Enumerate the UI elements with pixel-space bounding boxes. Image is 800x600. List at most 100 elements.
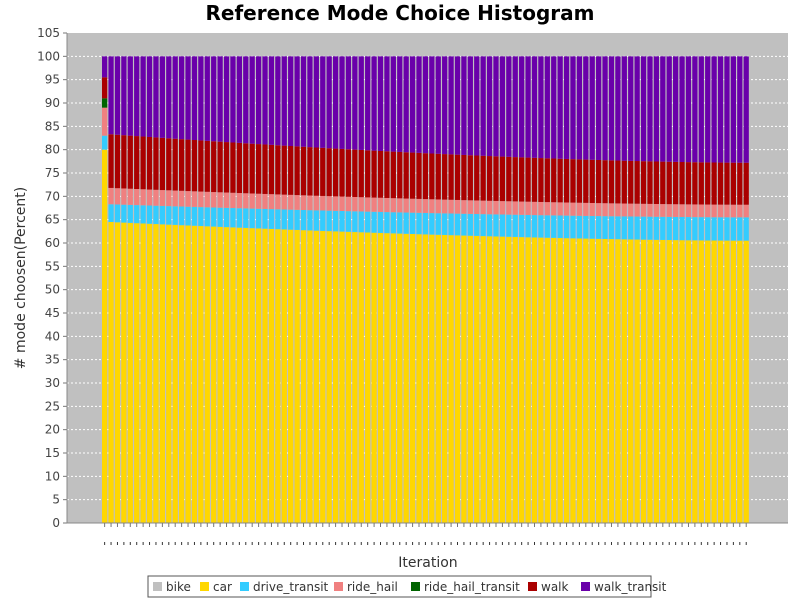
bar-segment-walk xyxy=(474,155,480,201)
bar-segment-ride_hail xyxy=(204,191,210,208)
bar-segment-car xyxy=(409,234,416,523)
bar-segment-car xyxy=(134,223,140,523)
legend-item-car: car xyxy=(200,580,232,594)
bar-segment-walk xyxy=(673,161,679,205)
bar-segment-car xyxy=(429,234,435,524)
bar-segment-drive_transit xyxy=(255,208,262,229)
bar-segment-walk_transit xyxy=(281,56,287,146)
bar-segment-walk_transit xyxy=(692,56,698,163)
bar-segment-car xyxy=(685,240,692,523)
bar-segment-car xyxy=(313,230,319,524)
bar-segment-walk xyxy=(339,148,345,197)
legend-label: bike xyxy=(166,580,191,594)
bar-segment-ride_hail xyxy=(409,198,416,213)
bar-segment-drive_transit xyxy=(730,217,737,241)
bar-segment-ride_hail xyxy=(390,198,396,213)
bar-segment-ride_hail xyxy=(519,201,525,215)
bar-segment-drive_transit xyxy=(121,204,127,223)
bar-segment-drive_transit xyxy=(403,212,409,234)
bar-segment-ride_hail xyxy=(384,197,390,213)
bar-segment-car xyxy=(615,239,621,523)
bar-segment-ride_hail xyxy=(121,188,127,205)
legend-item-drive_transit: drive_transit xyxy=(240,580,329,594)
bar-segment-ride_hail xyxy=(480,200,486,215)
bar-segment-car xyxy=(191,225,198,523)
bar-segment-ride_hail xyxy=(217,192,223,208)
bar-segment-drive_transit xyxy=(596,216,602,239)
bar-segment-ride_hail xyxy=(583,202,589,216)
bar-segment-drive_transit xyxy=(249,208,255,229)
y-axis: 0 5 10 15 20 25 30 35 40 45 50 55 60 65 70 75 80 85 90 95 10… xyxy=(37,26,68,530)
y-tick-label: 50 xyxy=(45,283,60,297)
bar-segment-car xyxy=(448,235,454,523)
bar-segment-car xyxy=(166,224,172,523)
legend-label: ride_hail_transit xyxy=(424,580,520,594)
bar-segment-walk xyxy=(288,146,294,195)
bar-segment-ride_hail xyxy=(249,193,255,209)
bar-segment-car xyxy=(121,222,127,523)
bar-segment-walk xyxy=(589,159,595,203)
bar-segment-ride_hail xyxy=(185,191,191,207)
bar-segment-walk_transit xyxy=(153,56,159,138)
bar-segment-drive_transit xyxy=(281,209,287,230)
bar-segment-walk xyxy=(705,162,711,205)
bar-segment-car xyxy=(236,227,242,523)
bar-segment-walk_transit xyxy=(121,56,127,136)
bar-segment-walk xyxy=(166,138,172,191)
bar-segment-drive_transit xyxy=(506,214,512,237)
legend-label: car xyxy=(213,580,232,594)
bar-segment-walk_transit xyxy=(255,56,262,145)
bar-segment-walk xyxy=(724,162,730,205)
y-tick-label: 90 xyxy=(45,96,60,110)
bar-segment-walk_transit xyxy=(326,56,332,149)
bar-segment-walk xyxy=(307,147,313,196)
bar-segment-drive_transit xyxy=(557,215,563,239)
legend-item-ride_hail: ride_hail xyxy=(334,580,398,594)
bar-segment-walk_transit xyxy=(102,56,108,78)
bar-segment-ride_hail xyxy=(178,190,185,207)
bar-segment-walk xyxy=(583,159,589,203)
bar-segment-ride_hail xyxy=(243,193,249,209)
bar-segment-car xyxy=(621,239,627,523)
bar-segment-car xyxy=(332,231,339,523)
y-tick-label: 75 xyxy=(45,166,60,180)
bar-segment-walk_transit xyxy=(358,56,364,150)
bar-segment-car xyxy=(159,224,165,523)
bar-segment-ride_hail xyxy=(730,204,737,218)
bar-segment-walk xyxy=(538,158,544,202)
bar-segment-ride_hail xyxy=(172,190,178,207)
legend-swatch xyxy=(334,582,343,591)
bar-segment-walk xyxy=(262,144,268,194)
bar-segment-walk xyxy=(454,154,461,200)
bar-segment-car xyxy=(737,240,743,523)
bar-segment-walk xyxy=(320,147,326,196)
bar-segment-walk xyxy=(422,153,429,200)
bar-segment-walk xyxy=(236,142,242,194)
bar-segment-drive_transit xyxy=(583,215,589,239)
bar-segment-car xyxy=(563,238,570,523)
bar-segment-car xyxy=(390,233,396,523)
bar-segment-car xyxy=(358,232,364,524)
bar-segment-walk_transit xyxy=(705,56,711,163)
bar-segment-drive_transit xyxy=(114,204,121,223)
y-tick-label: 100 xyxy=(37,49,60,63)
bar-segment-walk xyxy=(255,144,262,194)
bar-segment-walk xyxy=(146,136,153,190)
legend-box xyxy=(147,575,652,598)
bar-segment-drive_transit xyxy=(698,217,704,241)
bar-segment-walk_transit xyxy=(211,56,217,142)
bar-segment-car xyxy=(525,237,531,524)
bar-segment-drive_transit xyxy=(185,206,191,226)
bar-segment-walk xyxy=(621,160,627,204)
bar-segment-walk_transit xyxy=(512,56,518,158)
bar-segment-car xyxy=(127,222,133,523)
bar-segment-walk_transit xyxy=(345,56,352,150)
bar-segment-drive_transit xyxy=(442,213,448,235)
bar-segment-car xyxy=(185,225,191,524)
y-tick-label: 35 xyxy=(45,353,60,367)
bar-segment-walk_transit xyxy=(717,56,724,163)
bar-segment-walk xyxy=(384,151,390,198)
bar-segment-ride_hail xyxy=(454,199,461,214)
bar-segment-walk_transit xyxy=(243,56,249,144)
bar-segment-drive_transit xyxy=(172,206,178,225)
